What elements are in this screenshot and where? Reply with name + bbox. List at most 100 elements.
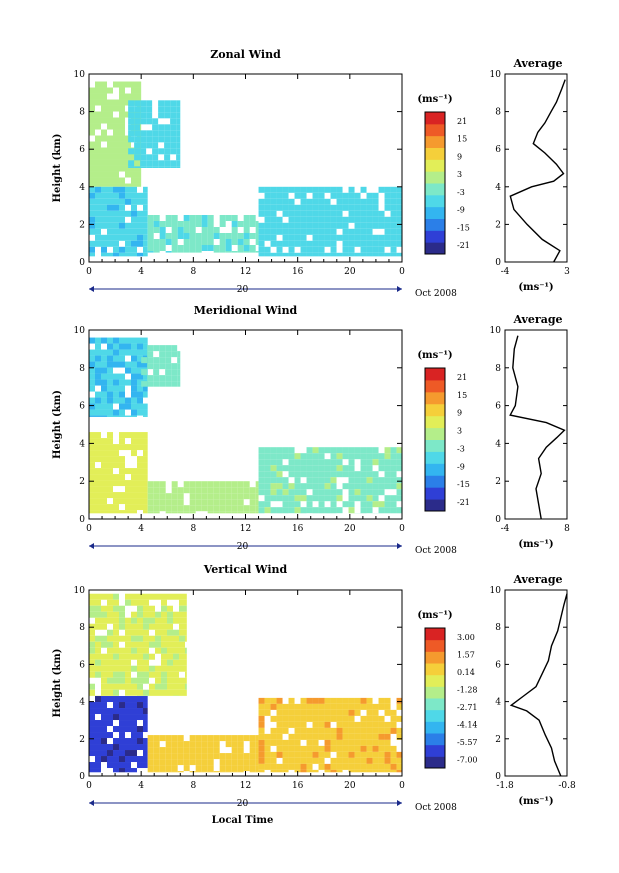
heatmap-cell — [201, 759, 208, 766]
heatmap-cell — [95, 432, 101, 439]
heatmap-cell — [137, 732, 143, 739]
heatmap-cell — [324, 489, 331, 496]
heatmap-cell — [366, 739, 373, 746]
heatmap-cell — [119, 738, 125, 745]
heatmap-cell — [125, 504, 131, 511]
heatmap-cell — [348, 246, 355, 253]
heatmap-cell — [288, 745, 295, 752]
heatmap-cell — [107, 629, 113, 636]
heatmap-cell — [125, 135, 131, 142]
heatmap-cell — [143, 234, 148, 241]
heatmap-cell — [282, 703, 289, 710]
heatmap-cell — [113, 696, 119, 703]
heatmap-cell — [155, 665, 161, 672]
heatmap-cell — [330, 733, 337, 740]
heatmap-cell — [119, 123, 125, 130]
heatmap-cell — [89, 105, 95, 112]
heatmap-cell — [137, 210, 143, 217]
heatmap-cell — [125, 367, 131, 374]
heatmap-cell — [89, 726, 95, 733]
heatmap-cell — [237, 239, 244, 245]
heatmap-cell — [119, 397, 125, 404]
heatmap-cell — [107, 432, 113, 439]
colorbar-tick-label: 9 — [457, 152, 462, 161]
heatmap-cell — [119, 726, 125, 733]
heatmap-cell — [143, 228, 148, 235]
heatmap-cell — [282, 210, 289, 217]
heatmap-cell — [270, 192, 277, 199]
heatmap-cell — [270, 495, 277, 502]
heatmap-cell — [89, 599, 95, 606]
heatmap-cell — [390, 477, 397, 484]
heatmap-cell — [390, 507, 397, 514]
heatmap-cell — [264, 252, 271, 257]
heatmap-cell — [141, 381, 148, 387]
heatmap-cell — [137, 444, 143, 451]
heatmap-cell — [282, 447, 289, 454]
heatmap-cell — [336, 447, 343, 454]
heatmap-cell — [288, 216, 295, 223]
heatmap-cell — [390, 246, 397, 253]
heatmap-cell — [366, 453, 373, 460]
y-tick-label: 6 — [79, 402, 85, 412]
heatmap-cell — [219, 753, 226, 760]
heatmap-cell — [213, 753, 220, 760]
heatmap-cell — [378, 763, 385, 770]
heatmap-cell — [396, 703, 402, 710]
heatmap-cell — [324, 733, 331, 740]
y-axis-label: Height (km) — [52, 390, 63, 459]
heatmap-cell — [360, 727, 367, 734]
heatmap-cell — [183, 759, 190, 766]
heatmap-cell — [306, 715, 313, 722]
y-tick-label: 2 — [79, 220, 85, 230]
heatmap-cell — [183, 239, 190, 245]
heatmap-cell — [288, 204, 295, 211]
heatmap-cell — [101, 105, 107, 112]
x-tick-label: 16 — [292, 267, 304, 277]
heatmap-cell — [89, 93, 95, 100]
heatmap-cell — [288, 721, 295, 728]
heatmap-cell — [324, 222, 331, 229]
heatmap-cell — [107, 641, 113, 648]
heatmap-cell — [276, 745, 283, 752]
heatmap-cell — [89, 738, 95, 745]
heatmap-cell — [264, 447, 271, 454]
heatmap-cell — [294, 228, 301, 235]
heatmap-cell — [276, 252, 283, 257]
heatmap-cell — [282, 769, 289, 773]
heatmap-cell — [161, 593, 167, 600]
heatmap-cell — [143, 432, 148, 439]
heatmap-cell — [146, 160, 153, 167]
heatmap-cell — [101, 708, 107, 715]
heatmap-cell — [336, 757, 343, 764]
heatmap-cell — [119, 702, 125, 709]
heatmap-cell — [113, 147, 119, 154]
heatmap-cell — [137, 653, 143, 660]
heatmap-cell — [219, 245, 226, 251]
heatmap-cell — [143, 510, 148, 514]
heatmap-cell — [95, 738, 101, 745]
heatmap-cell — [171, 345, 178, 352]
heatmap-cell — [113, 171, 119, 178]
heatmap-cell — [161, 629, 167, 636]
heatmap-cell — [179, 593, 185, 600]
heatmap-cell — [342, 751, 349, 758]
heatmap-cell — [89, 486, 95, 493]
heatmap-cell — [378, 210, 385, 217]
heatmap-cell — [384, 222, 391, 229]
heatmap-cell — [95, 240, 101, 247]
heatmap-cell — [140, 142, 147, 149]
heatmap-cell — [161, 647, 167, 654]
heatmap-cell — [336, 453, 343, 460]
heatmap-cell — [354, 721, 361, 728]
heatmap-cell — [101, 186, 107, 193]
heatmap-cell — [171, 215, 178, 221]
heatmap-cell — [201, 493, 208, 500]
heatmap-cell — [143, 246, 148, 253]
heatmap-cell — [101, 240, 107, 247]
heatmap-cell — [185, 689, 187, 696]
heatmap-cell — [95, 599, 101, 606]
heatmap-cell — [146, 118, 153, 125]
x-tick-label: 4 — [138, 267, 144, 277]
heatmap-cell — [213, 741, 220, 748]
